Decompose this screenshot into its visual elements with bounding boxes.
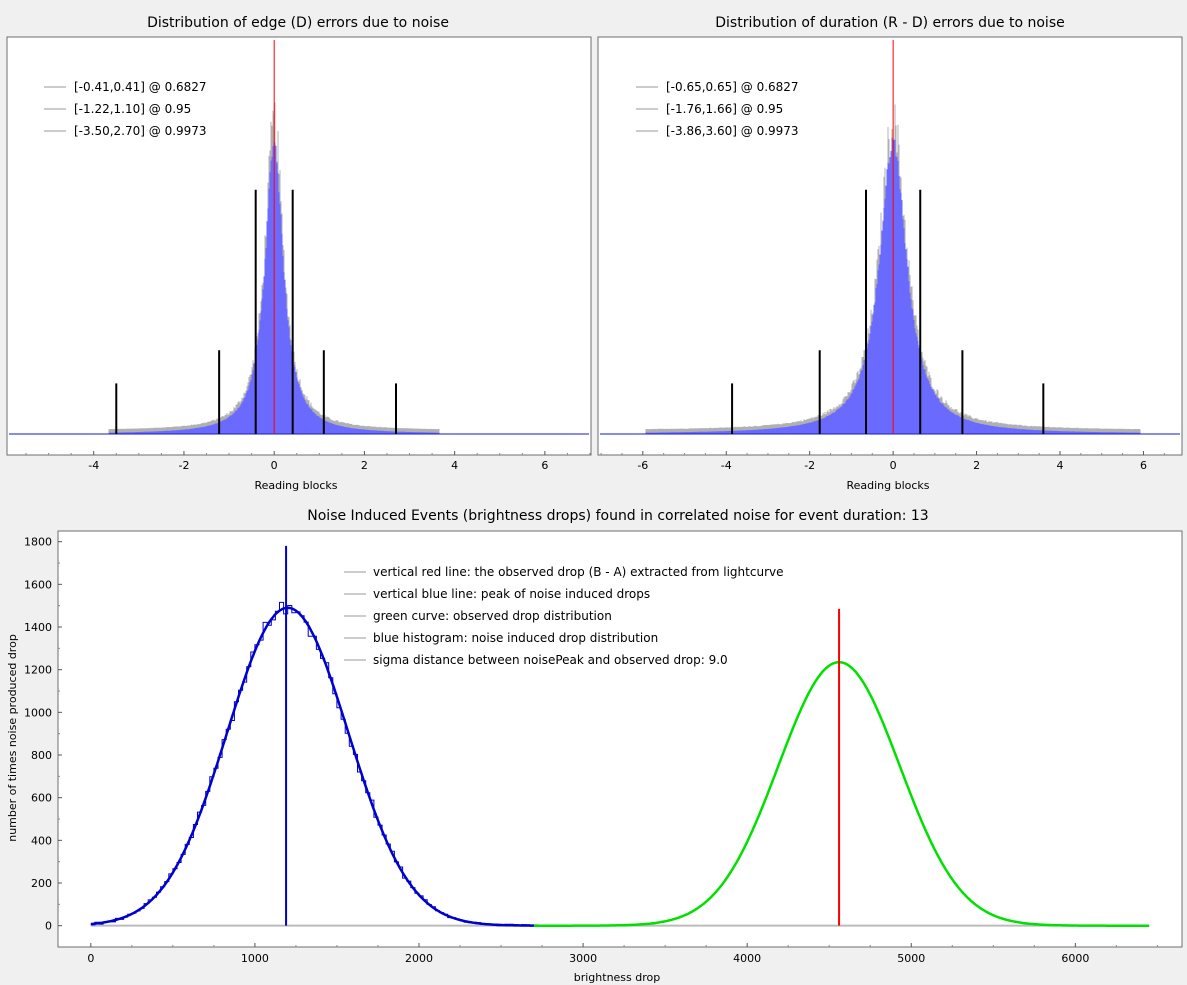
- y-tick-label: 200: [31, 877, 52, 890]
- y-tick-label: 1400: [24, 621, 52, 634]
- x-tick-label: 6: [541, 459, 548, 472]
- x-tick-label: 4: [1057, 459, 1064, 472]
- x-axis-label-noise-events: brightness drop: [574, 971, 661, 984]
- plot-duration: -6 -4 -2 0 2 4 6 [-0.65,0.65] @ 0.6827 [-1.76,1.…: [600, 40, 1180, 472]
- legend-entry: vertical blue line: peak of noise induce…: [373, 587, 650, 601]
- observed-drop-curve: [533, 660, 1150, 927]
- plot-edge: -4 -2 0 2 4 6 [-0.41,0.41] @ 0.6827 [-1.22,1.10…: [9, 40, 591, 472]
- x-tick-label: -2: [178, 459, 189, 472]
- x-tick-label: 3000: [569, 952, 597, 965]
- x-tick-label: 2: [973, 459, 980, 472]
- chart-title-edge: Distribution of edge (D) errors due to n…: [147, 15, 449, 31]
- x-tick-label: 0: [87, 952, 94, 965]
- plot-frame-noise-events: [57, 530, 1183, 948]
- x-tick-label: -4: [88, 459, 99, 472]
- x-tick-label: 4000: [733, 952, 761, 965]
- x-axis-label-duration: Reading blocks: [846, 479, 929, 492]
- legend-entry: blue histogram: noise induced drop distr…: [373, 631, 658, 645]
- legend-entry: [-3.86,3.60] @ 0.9973: [666, 124, 799, 138]
- y-tick-label: 800: [31, 749, 52, 762]
- y-tick-label: 1800: [24, 536, 52, 549]
- y-tick-label: 400: [31, 834, 52, 847]
- noise-drop-curve: [90, 606, 534, 927]
- y-tick-label: 0: [45, 920, 52, 933]
- legend-entry: [-1.76,1.66] @ 0.95: [666, 102, 783, 116]
- x-axis-label-edge: Reading blocks: [254, 479, 337, 492]
- legend-entry: [-1.22,1.10] @ 0.95: [74, 102, 191, 116]
- legend-entry: sigma distance between noisePeak and obs…: [373, 653, 728, 667]
- x-tick-label: -6: [637, 459, 648, 472]
- legend-entry: green curve: observed drop distribution: [373, 609, 612, 623]
- y-tick-label: 600: [31, 792, 52, 805]
- legend-entry: [-0.41,0.41] @ 0.6827: [74, 80, 207, 94]
- y-tick-label: 1000: [24, 706, 52, 719]
- x-tick-label: 5000: [897, 952, 925, 965]
- legend-entry: [-3.50,2.70] @ 0.9973: [74, 124, 207, 138]
- chart-title-duration: Distribution of duration (R - D) errors …: [715, 15, 1064, 31]
- x-tick-label: 2: [361, 459, 368, 472]
- legend-entry: [-0.65,0.65] @ 0.6827: [666, 80, 799, 94]
- legend-entry: vertical red line: the observed drop (B …: [373, 565, 783, 579]
- y-tick-label: 1200: [24, 664, 52, 677]
- x-tick-label: -2: [804, 459, 815, 472]
- x-tick-label: 1000: [241, 952, 269, 965]
- y-axis-label-noise-events: number of times noise produced drop: [6, 634, 19, 842]
- plot-noise-events: 0 200 400 600 800 1000 1200 1400 1600 1800 0 1000 20…: [24, 536, 1158, 965]
- y-tick-label: 1600: [24, 578, 52, 591]
- x-tick-label: 0: [890, 459, 897, 472]
- x-tick-label: 6000: [1061, 952, 1089, 965]
- x-tick-label: 0: [271, 459, 278, 472]
- x-tick-label: 6: [1140, 459, 1147, 472]
- x-tick-label: 4: [451, 459, 458, 472]
- chart-title-noise-events: Noise Induced Events (brightness drops) …: [307, 508, 928, 524]
- x-tick-label: -4: [721, 459, 732, 472]
- x-tick-label: 2000: [405, 952, 433, 965]
